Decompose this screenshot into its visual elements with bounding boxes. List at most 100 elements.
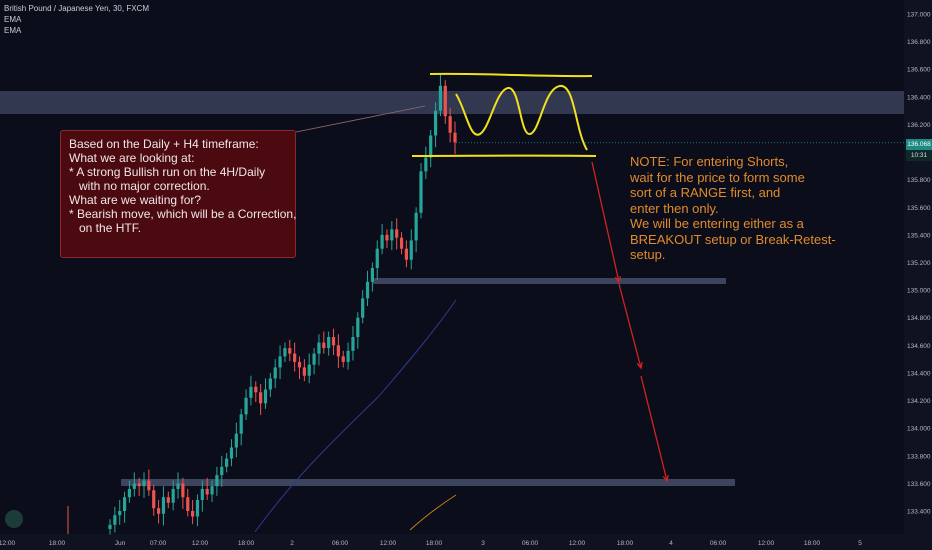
time-tick-label: 3 (481, 540, 485, 547)
note-line: wait for the price to form some (630, 169, 805, 185)
price-tick-label: 134.800 (907, 315, 931, 322)
time-tick-label: 12:00 (380, 540, 397, 547)
resistance-zone (0, 91, 904, 114)
candle-body (108, 524, 112, 529)
time-tick-label: Jun (115, 540, 126, 547)
tradingview-logo-icon[interactable] (5, 510, 23, 528)
candle-body (361, 298, 365, 318)
ema-indicator-label[interactable]: EMA (4, 15, 22, 24)
analysis-callout[interactable]: Based on the Daily + H4 timeframe: What … (60, 130, 296, 258)
price-tick-label: 135.600 (907, 205, 931, 212)
projection-arrow (618, 283, 642, 369)
candle-body (293, 353, 297, 362)
arrow-head (614, 276, 621, 284)
candle-body (210, 486, 214, 495)
price-tick-label: 135.200 (907, 260, 931, 267)
candle-body (429, 135, 433, 158)
candle-body (152, 490, 156, 509)
candle-body (356, 317, 360, 338)
callout-line: What we are looking at: (69, 151, 195, 165)
candle-body (399, 237, 404, 249)
time-tick-label: 06:00 (332, 540, 349, 547)
candle-body (395, 229, 399, 238)
candle-body (404, 248, 409, 260)
candle-body (414, 212, 418, 241)
time-tick-label: 18:00 (426, 540, 443, 547)
price-tick-label: 137.000 (907, 12, 931, 19)
arrow-head (662, 474, 669, 483)
note-text[interactable]: NOTE: For entering Shorts, wait for the … (630, 154, 836, 263)
candle-body (288, 348, 292, 354)
candle-body (249, 386, 253, 398)
price-tick-label: 134.000 (907, 426, 931, 433)
candle-body (346, 350, 350, 362)
candle-body (244, 397, 248, 415)
candle-body (263, 389, 268, 404)
time-tick-label: 12:00 (0, 540, 16, 547)
candle-body (118, 511, 122, 516)
price-tick-label: 133.400 (907, 509, 931, 516)
candle-body (161, 497, 166, 514)
candle-body (375, 248, 379, 269)
price-tick-label: 136.600 (907, 67, 931, 74)
time-tick-label: 5 (858, 540, 862, 547)
time-tick-label: 18:00 (804, 540, 821, 547)
price-tick-label: 134.600 (907, 343, 931, 350)
candle-body (147, 480, 151, 491)
candle-body (195, 499, 200, 517)
symbol-label[interactable]: British Pound / Japanese Yen, 30, FXCM (4, 4, 149, 13)
support-zone (121, 479, 735, 486)
time-tick-label: 06:00 (710, 540, 727, 547)
time-tick-label: 18:00 (49, 540, 66, 547)
note-line: BREAKOUT setup or Break-Retest- (630, 231, 836, 247)
time-tick-label: 06:00 (522, 540, 539, 547)
candle-body (297, 361, 302, 368)
candle-body (220, 466, 224, 476)
candle-body (336, 345, 340, 357)
candle-body (341, 356, 345, 362)
candle-body (205, 488, 209, 495)
candle-body (127, 488, 132, 498)
candle-body (317, 342, 321, 354)
candle-body (200, 488, 204, 500)
candle-body (234, 433, 238, 448)
price-tick-label: 135.000 (907, 288, 931, 295)
note-line: setup. (630, 247, 666, 262)
candle-body (254, 386, 258, 393)
candle-body (137, 483, 141, 487)
price-tick-label: 135.400 (907, 232, 931, 239)
price-tick-label: 135.800 (907, 177, 931, 184)
candle-body (327, 337, 331, 349)
price-tick-label: 134.200 (907, 398, 931, 405)
time-tick-label: 07:00 (150, 540, 167, 547)
candle-body (380, 234, 384, 249)
time-tick-label: 12:00 (758, 540, 775, 547)
candle-body (278, 356, 282, 368)
time-tick-label: 4 (669, 540, 673, 547)
callout-connector (295, 105, 426, 133)
candle-body (171, 488, 175, 503)
candle-body (409, 240, 413, 260)
candle-body (259, 392, 263, 404)
candle-body (283, 348, 287, 357)
note-line: NOTE: For entering Shorts, (630, 154, 789, 169)
candle-body (419, 171, 423, 213)
callout-line: with no major correction. (69, 179, 210, 193)
arrow-head (636, 361, 643, 370)
candle-body (186, 497, 190, 511)
candle-body (229, 447, 234, 459)
candle-body (181, 483, 185, 498)
bar-countdown-tag: 10:31 (906, 150, 932, 161)
note-line: We will be entering either as a (630, 216, 804, 231)
candle-body (156, 508, 161, 514)
time-tick-label: 12:00 (569, 540, 586, 547)
projection-arrow (591, 161, 620, 283)
ema-indicator-label[interactable]: EMA (4, 26, 22, 35)
support-zone (373, 278, 726, 284)
range-wave-drawing (455, 85, 588, 151)
candle-body (453, 132, 457, 143)
candle-body (438, 85, 443, 111)
time-tick-label: 18:00 (238, 540, 255, 547)
